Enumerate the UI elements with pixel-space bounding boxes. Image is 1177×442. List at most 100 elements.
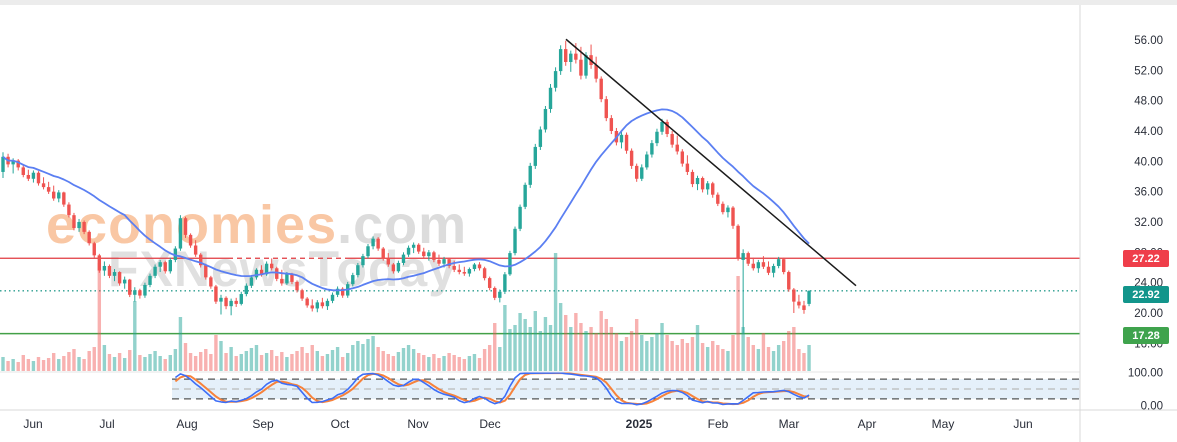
support-price-badge: 17.28 xyxy=(1123,327,1169,344)
candle-body xyxy=(305,298,309,306)
time-axis-label-apr[interactable]: Apr xyxy=(858,417,877,431)
trendline[interactable] xyxy=(565,38,857,287)
window-top-edge xyxy=(0,0,1177,5)
candle-body xyxy=(26,174,31,179)
price-axis-label[interactable]: 36.00 xyxy=(1134,187,1163,199)
volume-bar xyxy=(214,335,218,371)
candle-body xyxy=(569,53,573,62)
volume-bar xyxy=(756,349,761,371)
candle-body xyxy=(356,265,360,276)
candle-body xyxy=(381,248,385,259)
volume-bar xyxy=(634,319,639,371)
moving-average-line[interactable] xyxy=(2,108,810,292)
volume-bar xyxy=(224,353,228,371)
candle-body xyxy=(249,277,254,286)
volume-bar xyxy=(356,341,360,371)
candle-body xyxy=(11,160,15,165)
time-axis-label-oct[interactable]: Oct xyxy=(331,417,350,431)
candle-body xyxy=(685,163,690,172)
candle-body xyxy=(371,238,375,247)
time-axis-label-jun[interactable]: Jun xyxy=(1013,417,1032,431)
volume-bar xyxy=(771,351,776,371)
volume-bar xyxy=(614,333,619,371)
volume-bar xyxy=(346,353,350,371)
time-axis-label-sep[interactable]: Sep xyxy=(252,417,274,431)
volume-bar xyxy=(422,355,426,371)
volume-bar xyxy=(670,341,674,371)
price-axis-label[interactable]: 20.00 xyxy=(1134,308,1163,320)
oscillator-axis-label[interactable]: 100.00 xyxy=(1128,368,1163,380)
candle-body xyxy=(224,297,228,307)
price-axis-label[interactable]: 56.00 xyxy=(1134,35,1163,47)
time-axis-label-dec[interactable]: Dec xyxy=(479,417,500,431)
volume-bar xyxy=(280,352,284,371)
volume-bar xyxy=(290,354,294,371)
volume-bar xyxy=(396,352,401,371)
candle-body xyxy=(102,265,107,271)
volume-bar xyxy=(305,353,309,371)
volume-bar xyxy=(645,341,649,371)
candle-body xyxy=(51,191,56,199)
volume-bar xyxy=(487,345,492,371)
volume-bar xyxy=(533,311,537,371)
time-axis-label-may[interactable]: May xyxy=(932,417,955,431)
candle-body xyxy=(645,154,649,168)
candle-body xyxy=(148,275,152,285)
candle-body xyxy=(122,279,127,284)
volume-bar xyxy=(67,352,71,371)
volume-bar xyxy=(427,357,431,371)
candle-body xyxy=(335,288,340,295)
candle-body xyxy=(209,277,213,287)
volume-bar xyxy=(122,358,127,371)
candle-body xyxy=(117,272,122,284)
candle-body xyxy=(802,305,806,310)
candle-body xyxy=(776,259,781,266)
volume-bar xyxy=(87,351,91,371)
candle-body xyxy=(594,65,598,79)
time-axis-label-nov[interactable]: Nov xyxy=(407,417,428,431)
volume-bar xyxy=(650,337,654,371)
volume-bar xyxy=(579,323,583,371)
time-axis-label-feb[interactable]: Feb xyxy=(708,417,729,431)
candle-body xyxy=(518,206,522,229)
volume-bar xyxy=(518,313,522,371)
price-axis-label[interactable]: 44.00 xyxy=(1134,126,1163,138)
time-axis-label-mar[interactable]: Mar xyxy=(779,417,800,431)
volume-bar xyxy=(472,354,477,371)
candle-body xyxy=(533,146,537,166)
candle-body xyxy=(67,204,71,216)
price-axis-label[interactable]: 48.00 xyxy=(1134,96,1163,108)
resistance-price-badge: 27.22 xyxy=(1123,250,1169,267)
time-axis-label-jul[interactable]: Jul xyxy=(99,417,114,431)
volume-bar xyxy=(366,339,370,371)
candle-body xyxy=(452,265,456,270)
volume-bar xyxy=(746,337,750,371)
volume-bar xyxy=(513,325,517,371)
price-axis-label[interactable]: 52.00 xyxy=(1134,65,1163,77)
volume-bar xyxy=(574,313,578,371)
candle-body xyxy=(716,194,720,204)
candle-body xyxy=(31,172,36,179)
time-axis-label-aug[interactable]: Aug xyxy=(176,417,197,431)
candle-body xyxy=(523,184,527,207)
volume-bar xyxy=(386,354,390,371)
candle-body xyxy=(295,281,299,291)
volume-bar xyxy=(766,347,771,371)
price-axis-label[interactable]: 40.00 xyxy=(1134,156,1163,168)
candle-body xyxy=(437,259,441,264)
volume-bar xyxy=(751,345,755,371)
candle-body xyxy=(128,279,132,295)
time-axis-label-jun[interactable]: Jun xyxy=(23,417,42,431)
price-axis-label[interactable]: 32.00 xyxy=(1134,217,1163,229)
time-axis-label-2025[interactable]: 2025 xyxy=(626,417,653,431)
volume-bar xyxy=(569,327,573,371)
candle-body xyxy=(320,302,325,307)
candle-body xyxy=(57,192,61,199)
volume-bar xyxy=(249,348,254,371)
volume-bar xyxy=(503,305,507,371)
candle-body xyxy=(386,258,390,265)
oscillator-axis-label[interactable]: 0.00 xyxy=(1141,401,1163,413)
volume-bar xyxy=(102,345,107,371)
